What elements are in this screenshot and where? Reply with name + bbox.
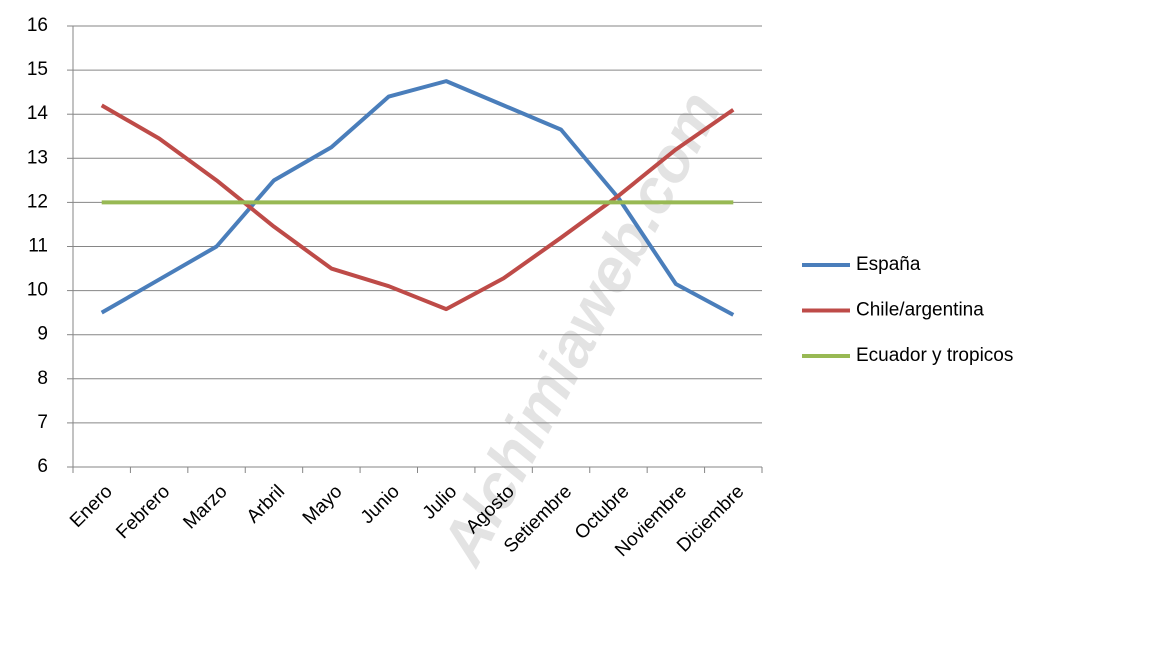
y-tick-label: 8: [37, 368, 48, 389]
y-tick-label: 6: [37, 456, 48, 477]
x-tick-label: Mayo: [299, 481, 347, 529]
x-tick-label: Febrero: [112, 481, 174, 543]
series-line: [100, 103, 735, 312]
y-tick-label: 11: [28, 236, 48, 257]
legend-label: Ecuador y tropicos: [856, 345, 1013, 366]
series-line: [100, 79, 735, 317]
x-tick-label: Enero: [66, 481, 117, 532]
x-tick-label: Arbril: [243, 481, 289, 527]
legend-label: España: [856, 254, 921, 275]
y-tick-label: 14: [27, 103, 49, 124]
legend-label: Chile/argentina: [856, 300, 984, 321]
y-tick-label: 9: [37, 324, 48, 345]
y-tick-label: 10: [27, 280, 48, 301]
y-tick-label: 16: [27, 15, 48, 36]
x-tick-label: Junio: [357, 481, 404, 528]
y-tick-label: 13: [27, 147, 48, 168]
y-tick-label: 12: [27, 191, 48, 212]
x-tick-label: Marzo: [179, 481, 231, 533]
y-tick-label: 15: [27, 59, 48, 80]
y-tick-label: 7: [37, 412, 48, 433]
